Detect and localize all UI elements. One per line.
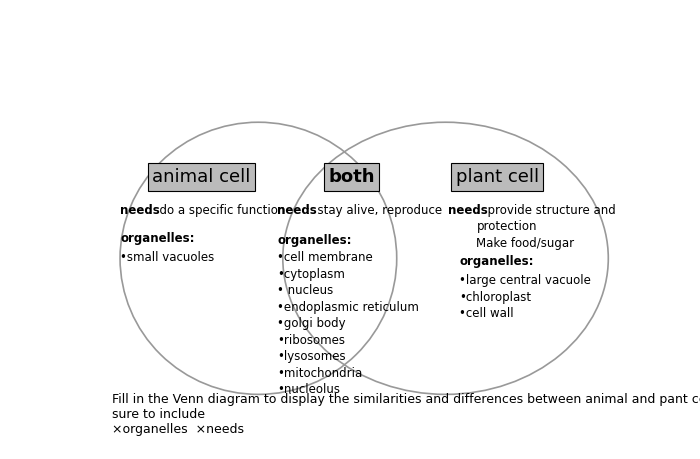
Text: •cell membrane
•cytoplasm
• nucleus
•endoplasmic reticulum
•golgi body
•ribosome: •cell membrane •cytoplasm • nucleus •end… xyxy=(277,251,419,396)
Text: organelles:: organelles: xyxy=(459,255,533,268)
Text: both: both xyxy=(328,168,375,186)
Text: plant cell: plant cell xyxy=(456,168,539,186)
Text: needs: needs xyxy=(120,203,160,217)
Text: :  stay alive, reproduce: : stay alive, reproduce xyxy=(306,203,442,217)
Text: needs: needs xyxy=(448,203,488,217)
Text: needs: needs xyxy=(277,203,317,217)
Text: •large central vacuole
•chloroplast
•cell wall: •large central vacuole •chloroplast •cel… xyxy=(459,274,591,320)
Text: animal cell: animal cell xyxy=(152,168,251,186)
Text: :  provide structure and
protection
Make food/sugar: : provide structure and protection Make … xyxy=(477,203,616,250)
Text: •small vacuoles: •small vacuoles xyxy=(120,251,214,264)
Text: organelles:: organelles: xyxy=(120,232,195,245)
Text: organelles:: organelles: xyxy=(277,234,352,246)
Text: Fill in the Venn diagram to display the similarities and differences between ani: Fill in the Venn diagram to display the … xyxy=(112,392,700,436)
Text: :  do a specific function: : do a specific function xyxy=(148,203,286,217)
